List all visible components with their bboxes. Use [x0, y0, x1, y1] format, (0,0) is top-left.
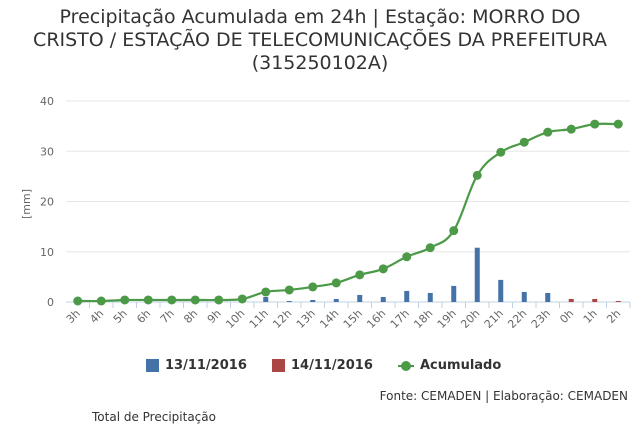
x-tick-label: 19h: [435, 307, 459, 331]
x-tick-label: 5h: [111, 307, 130, 326]
x-tick-label: 22h: [505, 307, 529, 331]
bar-13/11/2016-17h[interactable]: [404, 290, 410, 302]
bar-13/11/2016-21h[interactable]: [498, 279, 504, 302]
accumulated-point-15h[interactable]: [355, 270, 365, 280]
x-tick-label: 1h: [581, 307, 600, 326]
bar-13/11/2016-22h[interactable]: [521, 291, 527, 302]
accumulated-point-12h[interactable]: [284, 285, 294, 295]
legend-item-accumulated[interactable]: Acumulado: [398, 358, 501, 373]
accumulated-point-2h[interactable]: [613, 119, 623, 129]
accumulated-point-10h[interactable]: [237, 294, 247, 304]
chart-title: Precipitação Acumulada em 24h | Estação:…: [0, 6, 640, 75]
chart-title-line-3: (315250102A): [251, 52, 389, 74]
accumulated-point-9h[interactable]: [214, 295, 224, 305]
accumulated-point-6h[interactable]: [143, 295, 153, 305]
legend-item-day1[interactable]: 13/11/2016: [146, 358, 247, 373]
legend-swatch-day1: [146, 359, 159, 372]
x-tick-label: 4h: [87, 307, 106, 326]
chart-title-line-2: CRISTO / ESTAÇÃO DE TELECOMUNICAÇÕES DA …: [33, 29, 607, 51]
x-tick-label: 17h: [388, 307, 412, 331]
chart-legend: 13/11/2016 14/11/2016 Acumulado: [0, 358, 640, 378]
x-tick-label: 13h: [294, 307, 318, 331]
bar-13/11/2016-23h[interactable]: [545, 292, 551, 302]
y-tick-label: 10: [40, 246, 54, 259]
bar-13/11/2016-12h[interactable]: [286, 300, 292, 302]
footer-label: Total de Precipitação: [92, 410, 216, 424]
x-tick-label: 21h: [482, 307, 506, 331]
bar-13/11/2016-11h[interactable]: [263, 296, 269, 302]
accumulated-point-11h[interactable]: [261, 287, 271, 297]
legend-label-day2: 14/11/2016: [291, 358, 373, 373]
x-tick-label: 11h: [247, 307, 271, 331]
bar-13/11/2016-14h[interactable]: [333, 298, 339, 302]
legend-swatch-day2: [272, 359, 285, 372]
accumulated-point-17h[interactable]: [402, 252, 412, 262]
y-axis-label: [mm]: [20, 189, 33, 219]
bars-layer: [239, 247, 621, 302]
bar-13/11/2016-15h[interactable]: [357, 294, 363, 302]
x-tick-label: 12h: [270, 307, 294, 331]
x-tick-label: 16h: [364, 307, 388, 331]
x-tick-label: 7h: [158, 307, 177, 326]
accumulated-point-14h[interactable]: [331, 278, 341, 288]
accumulated-point-4h[interactable]: [96, 296, 106, 306]
bar-13/11/2016-13h[interactable]: [310, 299, 316, 302]
x-tick-label: 20h: [458, 307, 482, 331]
x-tick-label: 23h: [529, 307, 553, 331]
accumulated-point-1h[interactable]: [590, 119, 600, 129]
accumulated-point-23h[interactable]: [543, 127, 553, 137]
x-tick-label: 15h: [341, 307, 365, 331]
legend-label-day1: 13/11/2016: [165, 358, 247, 373]
accumulated-point-16h[interactable]: [378, 264, 388, 274]
bar-13/11/2016-19h[interactable]: [451, 285, 457, 302]
chart-title-line-1: Precipitação Acumulada em 24h | Estação:…: [59, 6, 581, 28]
x-tick-label: 8h: [181, 307, 200, 326]
accumulated-point-13h[interactable]: [308, 282, 318, 292]
y-tick-label: 40: [40, 95, 54, 108]
accumulated-line: [77, 122, 619, 303]
accumulated-point-21h[interactable]: [496, 147, 506, 157]
accumulated-point-0h[interactable]: [566, 124, 576, 134]
legend-marker-accumulated: [398, 360, 414, 371]
accumulated-point-5h[interactable]: [120, 295, 130, 305]
x-tick-label: 0h: [557, 307, 576, 326]
legend-item-day2[interactable]: 14/11/2016: [272, 358, 373, 373]
bar-13/11/2016-18h[interactable]: [427, 292, 433, 302]
bar-14/11/2016-1h[interactable]: [592, 298, 598, 302]
accumulated-point-20h[interactable]: [472, 170, 482, 180]
x-tick-label: 9h: [205, 307, 224, 326]
x-tick-label: 14h: [317, 307, 341, 331]
accumulated-point-22h[interactable]: [519, 137, 529, 147]
accumulated-point-7h[interactable]: [167, 295, 177, 305]
legend-label-accumulated: Acumulado: [420, 358, 502, 373]
y-tick-label: 0: [47, 296, 54, 309]
accumulated-point-8h[interactable]: [190, 295, 200, 305]
x-tick-label: 18h: [411, 307, 435, 331]
accumulated-point-19h[interactable]: [449, 226, 459, 236]
bar-13/11/2016-16h[interactable]: [380, 296, 386, 302]
accumulated-point-3h[interactable]: [73, 296, 83, 306]
x-tick-label: 2h: [604, 307, 623, 326]
bar-14/11/2016-2h[interactable]: [615, 300, 621, 302]
chart-credits[interactable]: Fonte: CEMADEN | Elaboração: CEMADEN: [379, 389, 628, 403]
accumulated-line-layer: [73, 119, 623, 306]
x-tick-label: 3h: [64, 307, 83, 326]
y-tick-label: 20: [40, 196, 54, 209]
x-tick-label: 6h: [134, 307, 153, 326]
bar-13/11/2016-20h[interactable]: [474, 247, 480, 302]
y-tick-label: 30: [40, 145, 54, 158]
axis-ticks: 0 10 20 30 40 3h 4h 5h 6h 7h 8h 9h 10h 11h 12h 13h 14h 15…: [40, 95, 631, 331]
bar-14/11/2016-0h[interactable]: [568, 298, 574, 302]
accumulated-point-18h[interactable]: [425, 243, 435, 253]
x-tick-label: 10h: [223, 307, 247, 331]
